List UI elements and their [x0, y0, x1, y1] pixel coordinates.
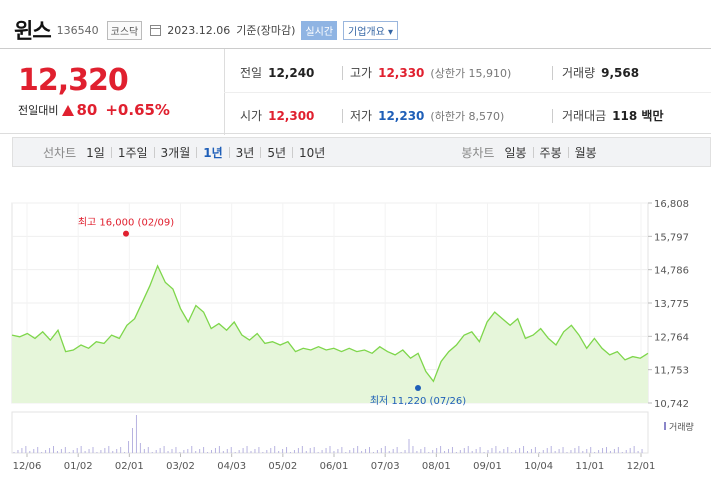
tab-3m[interactable]: 3개월 — [160, 145, 191, 160]
open-label: 시가 — [240, 109, 263, 123]
low-price: 저가 12,230 (하한가 8,570) — [350, 107, 504, 124]
upper-limit: (상한가 15,910) — [430, 67, 512, 80]
tab-weekly[interactable]: 주봉 — [539, 145, 562, 160]
x-tick-label: 04/03 — [217, 461, 246, 472]
open-value: 12,300 — [268, 109, 315, 123]
low-annotation: 최저 11,220 (07/26) — [370, 395, 466, 407]
tab-3y[interactable]: 3년 — [235, 145, 255, 160]
high-value: 12,330 — [378, 66, 425, 80]
prev-close-value: 12,240 — [268, 66, 315, 80]
trade-amount: 거래대금 118 백만 — [562, 107, 663, 124]
high-annotation: 최고 16,000 (02/09) — [78, 217, 174, 229]
market-badge: 코스닥 — [106, 20, 143, 40]
x-tick-label: 11/01 — [575, 461, 604, 472]
company-info-label: 기업개요 — [348, 26, 385, 38]
change-label: 전일대비 — [18, 104, 59, 117]
x-tick-label: 06/01 — [320, 461, 349, 472]
volume-value: 9,568 — [601, 66, 640, 80]
tab-daily[interactable]: 일봉 — [504, 145, 527, 160]
quote-date: 2023.12.06 — [167, 23, 231, 37]
tab-5y[interactable]: 5년 — [267, 145, 287, 160]
x-tick-label: 07/03 — [371, 461, 400, 472]
x-tick-label: 12/01 — [627, 461, 656, 472]
divider — [196, 146, 198, 158]
y-tick-label: 16,808 — [654, 199, 689, 210]
chevron-down-icon: ▾ — [388, 26, 394, 38]
prev-close-label: 전일 — [240, 66, 263, 80]
x-tick-label: 01/02 — [64, 461, 93, 472]
price-summary: 12,320 전일대비 80 +0.65% 전일 12,240 고가 12,33… — [0, 48, 711, 135]
quote-date-suffix: 기준(장마감) — [236, 24, 296, 37]
divider — [567, 146, 569, 158]
volume-legend-swatch — [664, 422, 666, 430]
price-chart: 16,808 15,797 14,786 13,775 12,764 11,753 10,7… — [11, 199, 694, 472]
y-tick-label: 13,775 — [654, 299, 689, 310]
current-price-box: 12,320 전일대비 80 +0.65% — [14, 49, 224, 135]
amount-label: 거래대금 — [562, 109, 607, 123]
current-price: 12,320 — [18, 63, 129, 98]
tab-10y[interactable]: 10년 — [299, 145, 326, 160]
price-line — [11, 264, 649, 383]
stock-name: 윈스 — [14, 19, 52, 43]
up-triangle-icon — [62, 104, 75, 116]
line-chart-label: 선차트 — [43, 145, 77, 160]
x-tick-label: 10/04 — [524, 461, 553, 472]
calendar-icon — [150, 24, 162, 36]
divider — [552, 109, 553, 123]
divider — [342, 109, 343, 123]
x-tick-label: 08/01 — [422, 461, 451, 472]
high-marker — [123, 230, 129, 237]
y-tick-label: 10,742 — [654, 399, 689, 410]
divider — [224, 92, 711, 93]
tab-1y[interactable]: 1년 — [203, 145, 223, 160]
volume-label: 거래량 — [562, 66, 596, 80]
x-tick-label: 03/02 — [166, 461, 195, 472]
divider — [292, 146, 294, 158]
y-tick-label: 14,786 — [654, 266, 689, 277]
low-marker — [415, 385, 421, 391]
stock-header: 윈스 136540 코스닥 2023.12.06 기준(장마감) 실시간 기업개… — [14, 14, 399, 46]
divider — [110, 146, 112, 158]
divider — [260, 146, 262, 158]
prev-close: 전일 12,240 — [240, 64, 314, 81]
high-price: 고가 12,330 (상한가 15,910) — [350, 64, 511, 81]
x-tick-label: 02/01 — [115, 461, 144, 472]
x-tick-label: 12/06 — [13, 461, 42, 472]
x-tick-label: 05/02 — [268, 461, 297, 472]
y-tick-label: 15,797 — [654, 232, 689, 243]
divider — [228, 146, 230, 158]
low-label: 저가 — [350, 109, 373, 123]
change-percent: +0.65% — [105, 101, 170, 119]
chart-period-tabs: 선차트 1일 1주일 3개월 1년 3년 5년 10년 봉차트 일봉 주봉 월봉 — [12, 137, 711, 167]
price-area — [12, 265, 648, 403]
tab-1d[interactable]: 1일 — [86, 145, 105, 160]
tab-1w[interactable]: 1주일 — [117, 145, 148, 160]
stock-code: 136540 — [56, 23, 99, 37]
divider — [153, 146, 155, 158]
price-change: 전일대비 80 +0.65% — [18, 101, 170, 119]
divider — [552, 66, 553, 80]
volume: 거래량 9,568 — [562, 64, 639, 81]
tab-monthly[interactable]: 월봉 — [574, 145, 597, 160]
volume-legend-label: 거래량 — [669, 421, 694, 433]
candle-chart-label: 봉차트 — [461, 145, 495, 160]
lower-limit: (하한가 8,570) — [430, 110, 505, 123]
change-value: 80 — [76, 101, 98, 119]
divider — [342, 66, 343, 80]
x-tick-label: 09/01 — [473, 461, 502, 472]
high-label: 고가 — [350, 66, 373, 80]
divider — [532, 146, 534, 158]
open-price: 시가 12,300 — [240, 107, 314, 124]
y-tick-label: 11,753 — [654, 366, 689, 377]
low-value: 12,230 — [378, 109, 425, 123]
y-tick-label: 12,764 — [654, 332, 689, 343]
company-info-dropdown[interactable]: 기업개요 ▾ — [343, 20, 399, 40]
amount-value: 118 백만 — [612, 109, 664, 123]
realtime-button[interactable]: 실시간 — [301, 20, 338, 40]
